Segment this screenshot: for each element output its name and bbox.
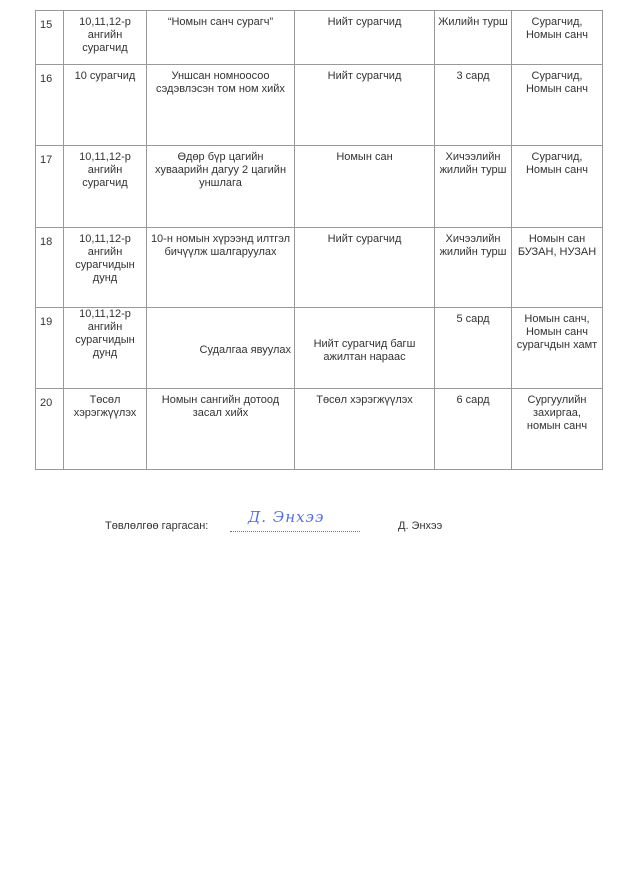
cell-time: Жилийн турш: [434, 10, 512, 65]
cell-responsible: Номын санч, Номын санч сурагчдын хамт: [511, 307, 603, 389]
plan-table: 15 10,11,12-р ангийн сурагчид “Номын санч …: [35, 10, 603, 470]
cell-target: Төсөл хэрэгжүүлэх: [294, 388, 435, 470]
cell-time: 6 сард: [434, 388, 512, 470]
cell-target: Номын сан: [294, 145, 435, 228]
cell-no: 15: [35, 10, 64, 65]
cell-participants: Төсөл хэрэгжүүлэх: [63, 388, 147, 470]
cell-activity: Өдөр бүр цагийн хуваарийн дагуу 2 цагийн…: [146, 145, 295, 228]
cell-time: 5 сард: [434, 307, 512, 389]
cell-time: 3 сард: [434, 64, 512, 146]
cell-responsible: Сурагчид, Номын санч: [511, 64, 603, 146]
signature-line: [230, 519, 360, 532]
cell-participants: 10,11,12-р ангийн сурагчид: [63, 10, 147, 65]
cell-activity: “Номын санч сурагч”: [146, 10, 295, 65]
cell-target: Нийт сурагчид: [294, 64, 435, 146]
cell-no: 16: [35, 64, 64, 146]
cell-time: Хичээлийн жилийн турш: [434, 227, 512, 308]
cell-activity: Уншсан номноосоо сэдэвлэсэн том ном хийх: [146, 64, 295, 146]
table-row: 18 10,11,12-р ангийн сурагчидын дунд 10-н …: [35, 227, 603, 308]
cell-no: 18: [35, 227, 64, 308]
table-row: 19 10,11,12-р ангийн сурагчидын дунд Судал…: [35, 307, 603, 389]
signer-name: Д. Энхээ: [398, 520, 443, 532]
cell-no: 19: [35, 307, 64, 389]
cell-participants: 10,11,12-р ангийн сурагчидын дунд: [63, 307, 147, 389]
cell-responsible: Сурагчид, Номын санч: [511, 10, 603, 65]
cell-target: Нийт сурагчид: [294, 10, 435, 65]
cell-participants: 10 сурагчид: [63, 64, 147, 146]
table-row: 16 10 сурагчид Уншсан номноосоо сэдэвлэсэн…: [35, 64, 603, 146]
cell-responsible: Сургуулийн захиргаа, номын санч: [511, 388, 603, 470]
cell-responsible: Номын сан БУЗАН, НУЗАН: [511, 227, 603, 308]
cell-participants: 10,11,12-р ангийн сурагчид: [63, 145, 147, 228]
cell-target: Нийт сурагчид: [294, 227, 435, 308]
cell-target: Нийт сурагчид багш ажилтан нараас: [294, 307, 435, 389]
table-row: 20 Төсөл хэрэгжүүлэх Номын сангийн дотоод …: [35, 388, 603, 470]
cell-activity: Судалгаа явуулах: [146, 307, 295, 389]
cell-responsible: Сурагчид, Номын санч: [511, 145, 603, 228]
table-row: 15 10,11,12-р ангийн сурагчид “Номын санч …: [35, 10, 603, 65]
prepared-by-label: Төвлөлгөө гаргасан:: [105, 520, 209, 532]
cell-no: 20: [35, 388, 64, 470]
handwritten-signature: Д. Энхээ: [248, 508, 325, 526]
cell-time: Хичээлийн жилийн турш: [434, 145, 512, 228]
cell-participants: 10,11,12-р ангийн сурагчидын дунд: [63, 227, 147, 308]
cell-activity: Номын сангийн дотоод засал хийх: [146, 388, 295, 470]
cell-no: 17: [35, 145, 64, 228]
table-row: 17 10,11,12-р ангийн сурагчид Өдөр бүр цаг…: [35, 145, 603, 228]
cell-activity: 10-н номын хүрээнд илтгэл бичүүлж шалгар…: [146, 227, 295, 308]
